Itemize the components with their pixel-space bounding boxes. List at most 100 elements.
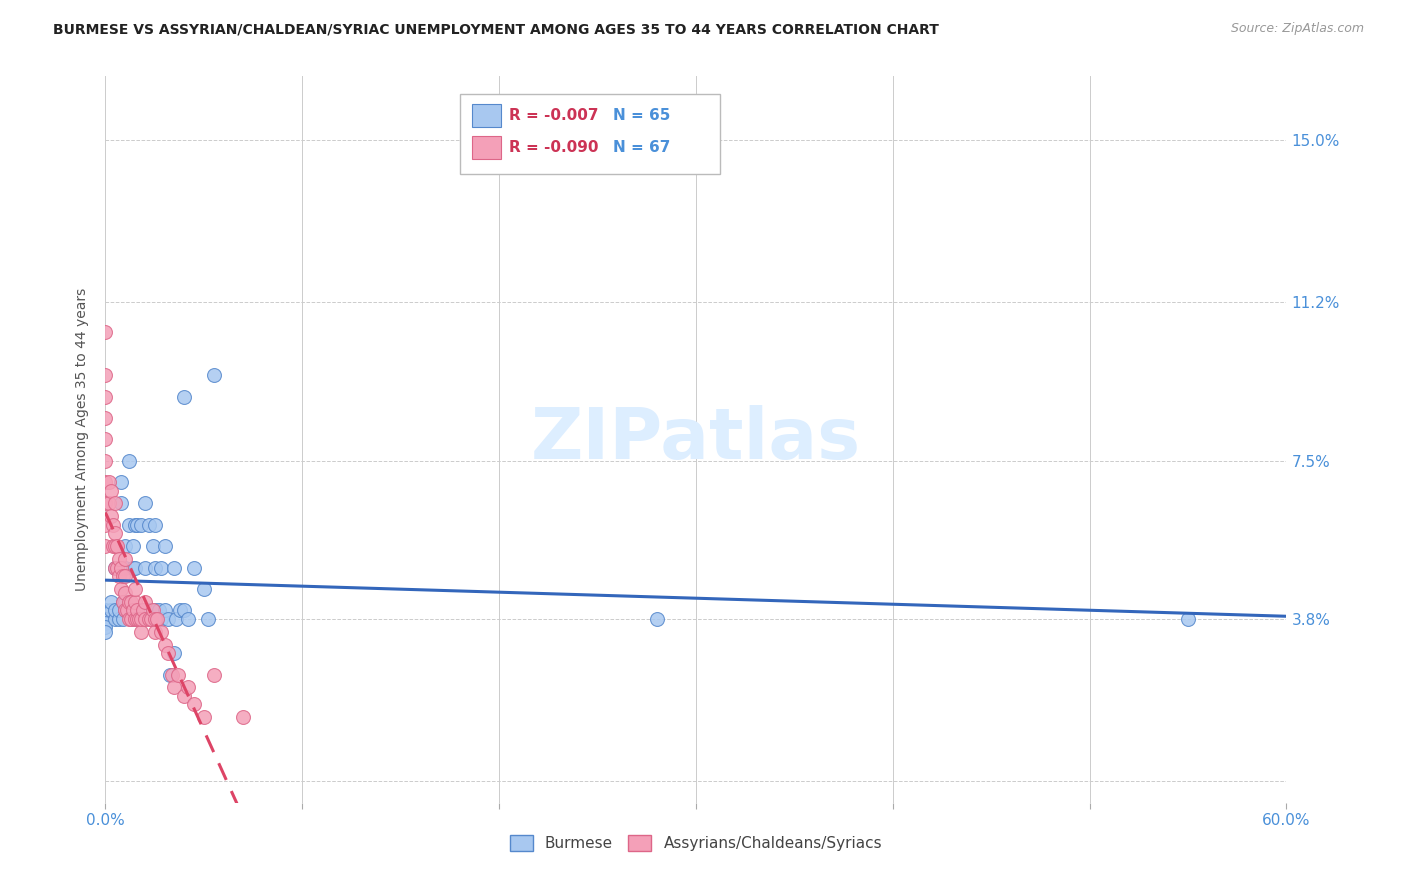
Point bbox=[114, 539, 136, 553]
Point bbox=[94, 539, 117, 553]
Legend: Burmese, Assyrians/Chaldeans/Syriacs: Burmese, Assyrians/Chaldeans/Syriacs bbox=[503, 829, 889, 857]
Point bbox=[94, 620, 117, 634]
Bar bbox=[460, 94, 720, 174]
Point bbox=[138, 517, 160, 532]
Point bbox=[94, 475, 117, 489]
Point bbox=[103, 539, 125, 553]
Point bbox=[104, 496, 127, 510]
Point bbox=[138, 612, 160, 626]
Point bbox=[145, 612, 167, 626]
Point bbox=[104, 560, 127, 574]
Point bbox=[115, 603, 138, 617]
Point bbox=[129, 603, 152, 617]
Point bbox=[94, 411, 117, 425]
Point bbox=[112, 612, 135, 626]
Point bbox=[162, 667, 184, 681]
Point bbox=[645, 612, 668, 626]
Point bbox=[104, 560, 127, 574]
Point bbox=[100, 595, 122, 609]
Point bbox=[138, 603, 160, 617]
Point bbox=[202, 368, 225, 383]
Point bbox=[118, 517, 141, 532]
Point bbox=[118, 595, 141, 609]
Point bbox=[143, 603, 166, 617]
Point bbox=[153, 603, 176, 617]
Point bbox=[100, 603, 122, 617]
Point bbox=[143, 560, 166, 574]
Point bbox=[129, 624, 152, 639]
Point bbox=[232, 710, 254, 724]
Point bbox=[120, 612, 142, 626]
Y-axis label: Unemployment Among Ages 35 to 44 years: Unemployment Among Ages 35 to 44 years bbox=[76, 288, 90, 591]
Point bbox=[129, 612, 152, 626]
Point bbox=[193, 582, 215, 596]
Point bbox=[94, 603, 117, 617]
Point bbox=[114, 603, 136, 617]
Point bbox=[114, 560, 136, 574]
Point bbox=[134, 595, 156, 609]
Point bbox=[124, 612, 146, 626]
Point bbox=[114, 552, 136, 566]
Text: R = -0.007: R = -0.007 bbox=[509, 108, 599, 123]
Point bbox=[153, 539, 176, 553]
Point bbox=[149, 560, 172, 574]
Point bbox=[94, 517, 117, 532]
Point bbox=[157, 612, 180, 626]
Point bbox=[125, 603, 148, 617]
Point bbox=[124, 517, 146, 532]
Text: R = -0.090: R = -0.090 bbox=[509, 140, 599, 155]
Point bbox=[1177, 612, 1199, 626]
Point bbox=[100, 483, 122, 498]
Point bbox=[112, 595, 135, 609]
Text: N = 65: N = 65 bbox=[613, 108, 671, 123]
Point bbox=[163, 560, 186, 574]
Point bbox=[165, 612, 187, 626]
Point bbox=[142, 539, 165, 553]
Point bbox=[143, 624, 166, 639]
Point bbox=[104, 539, 127, 553]
Point bbox=[94, 496, 117, 510]
Point bbox=[157, 646, 180, 660]
Text: ZIPatlas: ZIPatlas bbox=[531, 405, 860, 474]
Text: N = 67: N = 67 bbox=[613, 140, 671, 155]
Point bbox=[202, 667, 225, 681]
Point bbox=[105, 539, 128, 553]
Point bbox=[124, 560, 146, 574]
Point bbox=[169, 603, 191, 617]
Point bbox=[128, 612, 150, 626]
Point bbox=[159, 667, 181, 681]
Text: Source: ZipAtlas.com: Source: ZipAtlas.com bbox=[1230, 22, 1364, 36]
Point bbox=[94, 368, 117, 383]
Point bbox=[105, 560, 128, 574]
Point bbox=[149, 612, 172, 626]
Point bbox=[110, 475, 132, 489]
Point bbox=[139, 612, 162, 626]
Point bbox=[132, 612, 155, 626]
Point bbox=[108, 603, 131, 617]
Point bbox=[112, 569, 135, 583]
Point bbox=[134, 603, 156, 617]
Point bbox=[108, 552, 131, 566]
Point bbox=[125, 612, 148, 626]
Point bbox=[177, 612, 200, 626]
Point bbox=[142, 603, 165, 617]
Point bbox=[124, 612, 146, 626]
Point bbox=[120, 612, 142, 626]
Point bbox=[110, 582, 132, 596]
Bar bbox=[471, 136, 501, 160]
Point bbox=[129, 517, 152, 532]
Point bbox=[120, 595, 142, 609]
Point bbox=[112, 595, 135, 609]
Point bbox=[94, 453, 117, 467]
Bar bbox=[471, 104, 501, 128]
Point bbox=[98, 475, 121, 489]
Point bbox=[193, 710, 215, 724]
Point bbox=[132, 603, 155, 617]
Point bbox=[104, 612, 127, 626]
Point bbox=[114, 586, 136, 600]
Point bbox=[108, 612, 131, 626]
Point bbox=[149, 624, 172, 639]
Point bbox=[110, 496, 132, 510]
Point bbox=[114, 569, 136, 583]
Point bbox=[143, 612, 166, 626]
